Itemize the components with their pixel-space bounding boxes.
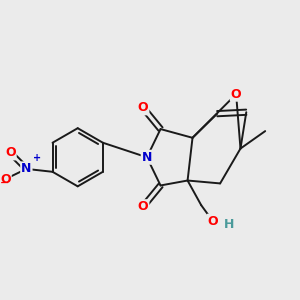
Text: O: O (5, 146, 16, 159)
Text: O: O (138, 200, 148, 213)
Text: O: O (138, 101, 148, 114)
Text: O: O (231, 88, 242, 101)
Text: N: N (142, 151, 152, 164)
Text: H: H (224, 218, 234, 232)
Text: +: + (33, 153, 41, 163)
Text: N: N (21, 162, 32, 176)
Text: O: O (0, 172, 11, 186)
Text: −: − (0, 178, 10, 188)
Text: O: O (208, 215, 218, 228)
